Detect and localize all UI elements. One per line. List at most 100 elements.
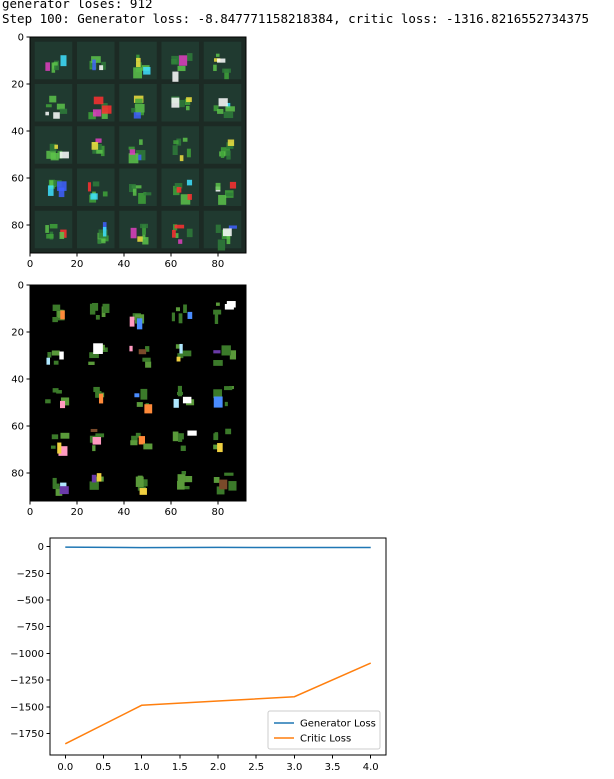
tile-pixel-blob: [183, 485, 190, 490]
tile-pixel-blob: [99, 65, 104, 71]
x-tick-label: 40: [118, 259, 131, 270]
x-tick-label: 20: [71, 259, 84, 270]
y-tick-label: 0: [18, 33, 24, 44]
x-tick-label: 0: [27, 507, 33, 518]
tile-pixel-blob: [229, 350, 237, 360]
tile-pixel-blob: [95, 314, 100, 320]
tile-pixel-blob: [228, 225, 237, 229]
tile-pixel-blob: [53, 112, 60, 119]
y-tick-label: −500: [17, 596, 44, 607]
y-tick-label: 20: [11, 79, 24, 90]
tile-pixel-blob: [95, 433, 105, 438]
tile-pixel-blob: [215, 53, 220, 57]
tile-pixel-blob: [45, 62, 50, 71]
tile-pixel-blob: [171, 55, 180, 65]
grid-tile: [34, 210, 73, 249]
tile-pixel-blob: [179, 99, 185, 108]
tile-pixel-blob: [92, 181, 100, 187]
tile-pixel-blob: [45, 399, 51, 404]
tile-pixel-blob: [134, 103, 145, 113]
tile-pixel-blob: [95, 138, 102, 143]
tile-pixel-blob: [213, 360, 223, 366]
tile-pixel-blob: [215, 302, 220, 306]
tile-pixel-blob: [225, 192, 233, 197]
tile-pixel-blob: [136, 62, 142, 73]
tile-pixel-blob: [187, 430, 197, 436]
tile-pixel-blob: [138, 436, 146, 445]
tile-pixel-blob: [143, 192, 152, 196]
tile-pixel-blob: [101, 61, 106, 70]
legend-box: [267, 710, 381, 750]
tile-pixel-blob: [179, 343, 183, 354]
tile-pixel-blob: [213, 433, 219, 441]
tile-pixel-blob: [131, 185, 142, 189]
tile-pixel-blob: [217, 108, 224, 114]
tile-pixel-blob: [223, 111, 234, 119]
tile-pixel-blob: [129, 149, 136, 155]
tile-pixel-blob: [180, 194, 191, 205]
tile-pixel-blob: [217, 443, 223, 453]
tile-pixel-blob: [89, 481, 99, 490]
tile-pixel-blob: [51, 434, 59, 440]
tile-pixel-blob: [218, 194, 227, 205]
tile-pixel-blob: [226, 150, 231, 160]
tile-pixel-blob: [172, 145, 178, 155]
x-tick-label: 0.5: [96, 762, 112, 773]
tile-pixel-blob: [218, 98, 228, 107]
tile-pixel-blob: [142, 357, 151, 362]
tile-pixel-blob: [142, 237, 149, 245]
real-samples-frame: [29, 284, 247, 502]
tile-pixel-blob: [102, 191, 108, 197]
tile-pixel-blob: [49, 95, 57, 103]
tile-pixel-blob: [92, 445, 96, 452]
tile-pixel-blob: [130, 227, 137, 239]
tile-pixel-blob: [214, 314, 219, 324]
tile-pixel-blob: [187, 194, 192, 200]
tile-pixel-blob: [187, 311, 193, 319]
chart-legend: Generator Loss Critic Loss: [267, 710, 381, 750]
tile-pixel-blob: [52, 304, 61, 312]
grid-tile: [34, 41, 73, 80]
tile-pixel-blob: [224, 69, 229, 80]
x-tick-label: 20: [71, 507, 84, 518]
tile-pixel-blob: [134, 393, 140, 398]
y-tick-label: −1000: [10, 649, 44, 660]
tile-pixel-blob: [180, 445, 186, 451]
tile-pixel-blob: [178, 55, 188, 66]
x-tick-label: 0.0: [57, 762, 73, 773]
tile-pixel-blob: [213, 477, 220, 483]
tile-pixel-blob: [93, 386, 100, 393]
tile-pixel-blob: [52, 477, 57, 489]
tile-pixel-blob: [47, 352, 52, 358]
tile-pixel-blob: [129, 316, 135, 327]
tile-pixel-blob: [226, 301, 236, 308]
x-tick-label: 40: [118, 507, 131, 518]
tile-pixel-blob: [224, 386, 233, 391]
tile-pixel-blob: [45, 104, 52, 108]
tile-pixel-blob: [60, 432, 70, 439]
tile-pixel-blob: [136, 402, 143, 407]
tile-pixel-blob: [91, 56, 101, 63]
series-line-critic-loss: [64, 662, 372, 745]
tile-pixel-blob: [145, 361, 152, 368]
tile-pixel-blob: [181, 470, 187, 475]
tile-pixel-blob: [60, 400, 66, 409]
tile-pixel-blob: [175, 307, 180, 312]
generated-samples-frame: [29, 36, 247, 254]
tile-pixel-blob: [213, 64, 217, 72]
tile-pixel-blob: [45, 111, 49, 116]
tile-pixel-blob: [171, 97, 180, 108]
y-tick-label: −1500: [10, 702, 44, 713]
tile-pixel-blob: [226, 235, 231, 245]
log-line-2: Step 100: Generator loss: -8.84777115821…: [2, 11, 589, 26]
tile-pixel-blob: [176, 356, 181, 362]
tile-pixel-blob: [143, 67, 151, 75]
tile-pixel-blob: [222, 68, 231, 73]
tile-pixel-blob: [142, 224, 146, 235]
tile-pixel-blob: [138, 154, 142, 161]
tile-pixel-blob: [53, 360, 59, 365]
tile-pixel-blob: [186, 179, 193, 186]
tile-pixel-blob: [89, 352, 99, 359]
x-tick-label: 80: [211, 507, 224, 518]
tile-pixel-blob: [135, 98, 143, 104]
